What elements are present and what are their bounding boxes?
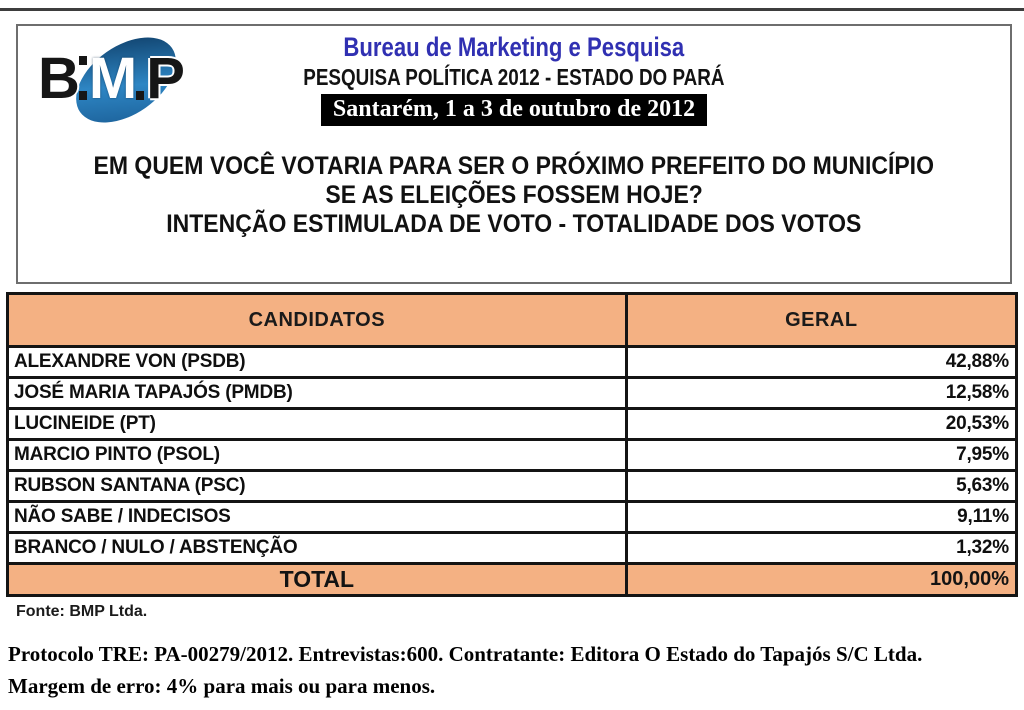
candidate-percentage: 42,88%: [624, 348, 1015, 376]
column-header-candidatos: CANDIDATOS: [248, 308, 386, 331]
bmp-logo: B M P: [32, 20, 222, 140]
logo-letters: B M P: [38, 46, 185, 111]
candidate-name: NÃO SABE / INDECISOS: [14, 506, 231, 527]
candidate-name: JOSÉ MARIA TAPAJÓS (PMDB): [14, 382, 293, 403]
organization-title: Bureau de Marketing e Pesquisa: [343, 32, 685, 62]
margin-of-error-line: Margem de erro: 4% para mais ou para men…: [8, 674, 436, 698]
logo-dot-icon: [78, 91, 87, 100]
table-row: NÃO SABE / INDECISOS 9,11%: [9, 500, 1015, 531]
header-titles: Bureau de Marketing e Pesquisa PESQUISA …: [18, 32, 1010, 126]
question-line-3: INTENÇÃO ESTIMULADA DE VOTO - TOTALIDADE…: [166, 210, 862, 238]
candidate-percentage: 1,32%: [624, 534, 1015, 562]
header-section: B M P Bureau de Marketing e Pesquisa PES…: [16, 20, 1012, 284]
logo-dot-icon: [136, 91, 145, 100]
candidate-name: RUBSON SANTANA (PSC): [14, 475, 246, 496]
protocol-line: Protocolo TRE: PA-00279/2012. Entrevista…: [8, 642, 923, 666]
table-row: BRANCO / NULO / ABSTENÇÃO 1,32%: [9, 531, 1015, 562]
logo-colon-dots: [78, 56, 87, 100]
table-row: RUBSON SANTANA (PSC) 5,63%: [9, 469, 1015, 500]
logo-dot-icon: [78, 56, 87, 65]
candidate-name: BRANCO / NULO / ABSTENÇÃO: [14, 537, 298, 558]
candidate-percentage: 9,11%: [624, 503, 1015, 531]
source-note: Fonte: BMP Ltda.: [16, 603, 148, 620]
table-row: LUCINEIDE (PT) 20,53%: [9, 407, 1015, 438]
candidate-name: LUCINEIDE (PT): [14, 413, 156, 434]
candidate-name: ALEXANDRE VON (PSDB): [14, 351, 246, 372]
table-row: MARCIO PINTO (PSOL) 7,95%: [9, 438, 1015, 469]
question-line-2: SE AS ELEIÇÕES FOSSEM HOJE?: [325, 181, 703, 209]
date-location-banner: Santarém, 1 a 3 de outubro de 2012: [320, 94, 708, 126]
survey-question: EM QUEM VOCÊ VOTARIA PARA SER O PRÓXIMO …: [18, 152, 1010, 239]
survey-subtitle: PESQUISA POLÍTICA 2012 - ESTADO DO PARÁ: [303, 64, 725, 90]
candidate-percentage: 12,58%: [624, 379, 1015, 407]
results-table: CANDIDATOS GERAL ALEXANDRE VON (PSDB) 42…: [6, 292, 1018, 597]
logo-letter-b: B: [38, 46, 80, 111]
top-divider-line: [0, 8, 1024, 11]
table-row: JOSÉ MARIA TAPAJÓS (PMDB) 12,58%: [9, 376, 1015, 407]
legal-footer: Protocolo TRE: PA-00279/2012. Entrevista…: [8, 638, 922, 702]
table-total-row: TOTAL 100,00%: [9, 562, 1015, 594]
question-line-1: EM QUEM VOCÊ VOTARIA PARA SER O PRÓXIMO …: [93, 152, 935, 180]
total-percentage: 100,00%: [624, 565, 1015, 594]
candidate-name: MARCIO PINTO (PSOL): [14, 444, 220, 465]
table-header-row: CANDIDATOS GERAL: [9, 295, 1015, 345]
logo-letter-m: M: [88, 46, 137, 111]
table-row: ALEXANDRE VON (PSDB) 42,88%: [9, 345, 1015, 376]
total-label: TOTAL: [279, 566, 355, 592]
logo-letter-p: P: [146, 46, 185, 111]
candidate-percentage: 7,95%: [624, 441, 1015, 469]
column-header-geral: GERAL: [624, 295, 1015, 345]
candidate-percentage: 5,63%: [624, 472, 1015, 500]
candidate-percentage: 20,53%: [624, 410, 1015, 438]
